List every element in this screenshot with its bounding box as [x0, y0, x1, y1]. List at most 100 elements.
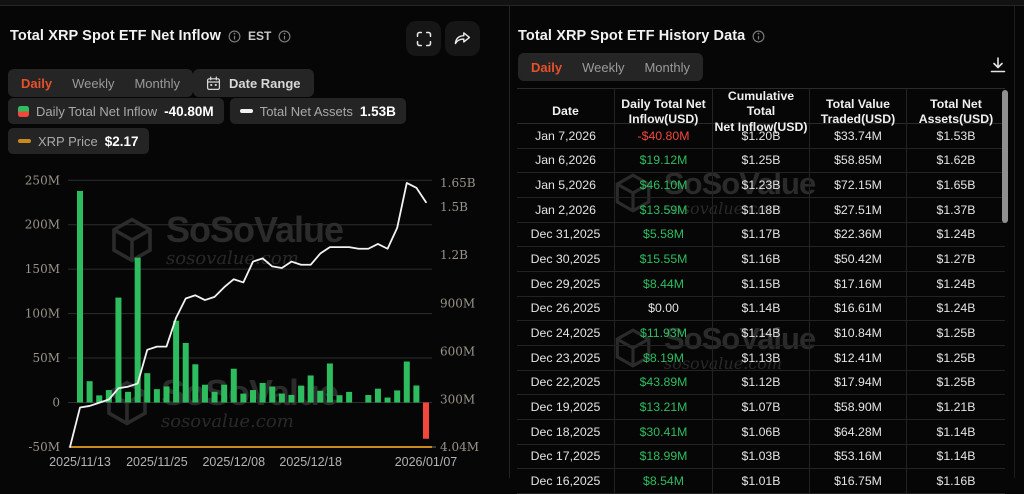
cell-cumulative-inflow: $1.25B — [713, 148, 810, 173]
table-row: Jan 6,2026 $19.12M $1.25B $58.85M $1.62B — [517, 148, 1005, 174]
svg-text:2025/11/25: 2025/11/25 — [126, 455, 188, 469]
cell-date: Dec 24,2025 — [517, 321, 615, 345]
legend-daily-net-inflow[interactable]: Daily Total Net Inflow -40.80M — [8, 98, 224, 124]
tab-daily[interactable]: Daily — [531, 59, 563, 75]
table-row: Dec 23,2025 $8.19M $1.13B $12.41M $1.25B — [517, 345, 1005, 371]
cell-net-assets: $1.37B — [936, 202, 976, 217]
cell-value-traded: $17.16M — [810, 271, 907, 296]
table-row: Dec 17,2025 $18.99M $1.03B $53.16M $1.14B — [517, 444, 1005, 470]
table-row: Dec 19,2025 $13.21M $1.07B $58.90M $1.21B — [517, 395, 1005, 420]
col-header-net-assets: Total Net Assets(USD) — [918, 96, 994, 127]
cell-net-assets: $1.25B — [936, 350, 976, 365]
cell-net-assets: $1.16B — [936, 474, 976, 489]
cell-cumulative-inflow: $1.20B — [713, 124, 810, 148]
cell-daily-inflow: $8.44M — [615, 271, 713, 296]
assets-legend-icon — [239, 109, 253, 113]
cell-net-assets: $1.53B — [936, 128, 976, 143]
calendar-icon — [206, 76, 221, 90]
table-title: Total XRP Spot ETF History Data — [518, 28, 746, 44]
legend-label: Daily Total Net Inflow — [36, 103, 158, 119]
cell-date: Dec 17,2025 — [517, 444, 615, 469]
cell-daily-inflow: $15.55M — [615, 247, 713, 271]
cell-net-assets: $1.25B — [936, 375, 976, 390]
table-title-row: Total XRP Spot ETF History Data — [518, 28, 765, 44]
cell-value-traded: $72.15M — [810, 173, 907, 197]
legend-row-1: Daily Total Net Inflow -40.80M Total Net… — [8, 98, 406, 124]
legend-row-2: XRP Price $2.17 — [8, 128, 149, 154]
inflow-chart[interactable]: 250M 200M 150M 100M 50M 0 -50M 1.65B 1.5B 1.2B 900… — [8, 170, 500, 475]
svg-text:900M: 900M — [440, 296, 475, 310]
cell-daily-inflow: $5.58M — [615, 222, 713, 247]
share-button[interactable] — [445, 21, 480, 56]
cell-value-traded: $27.51M — [810, 197, 907, 222]
tab-weekly[interactable]: Weekly — [72, 75, 115, 91]
svg-text:0: 0 — [52, 396, 60, 410]
info-icon[interactable] — [228, 30, 241, 43]
info-icon[interactable] — [278, 30, 291, 43]
legend-value: $2.17 — [104, 133, 139, 149]
table-header-row: Date Daily Total Net Inflow(USD) Cumulat… — [517, 88, 1005, 136]
cell-net-assets: $1.24B — [936, 276, 976, 291]
cell-cumulative-inflow: $1.14B — [713, 321, 810, 345]
table-row: Dec 16,2025 $8.54M $1.01B $16.75M $1.16B — [517, 469, 1005, 494]
cell-cumulative-inflow: $1.03B — [713, 444, 810, 469]
fullscreen-button[interactable] — [406, 21, 441, 56]
cell-daily-inflow: $8.19M — [615, 345, 713, 370]
cell-net-assets: $1.21B — [936, 400, 976, 415]
cell-daily-inflow: $13.59M — [615, 197, 713, 222]
cell-value-traded: $10.84M — [810, 321, 907, 345]
download-icon — [990, 57, 1006, 73]
cell-date: Dec 23,2025 — [517, 345, 615, 370]
cell-daily-inflow: $43.89M — [615, 370, 713, 395]
cell-cumulative-inflow: $1.07B — [713, 395, 810, 419]
chart-area: SoSoValue sosovalue.com SoSoValue sosova… — [8, 170, 500, 475]
cell-value-traded: $22.36M — [810, 222, 907, 247]
cell-value-traded: $58.85M — [810, 148, 907, 173]
table-row: Dec 18,2025 $30.41M $1.06B $64.28M $1.14B — [517, 419, 1005, 445]
cell-value-traded: $12.41M — [810, 345, 907, 370]
history-table: SoSoValue sosovalue.com SoSoValue sosova… — [517, 88, 1005, 494]
cell-value-traded: $33.74M — [810, 124, 907, 148]
cell-daily-inflow: -$40.80M — [615, 124, 713, 148]
cell-cumulative-inflow: $1.23B — [713, 173, 810, 197]
cell-value-traded: $16.61M — [810, 296, 907, 321]
cell-daily-inflow: $11.93M — [615, 321, 713, 345]
right-edge-line — [1014, 6, 1015, 478]
tab-monthly[interactable]: Monthly — [644, 59, 690, 75]
cell-cumulative-inflow: $1.18B — [713, 197, 810, 222]
cell-date: Jan 7,2026 — [517, 124, 615, 148]
history-data-panel: Total XRP Spot ETF History Data Daily We… — [510, 6, 1014, 494]
chart-title: Total XRP Spot ETF Net Inflow — [10, 28, 221, 44]
tab-weekly[interactable]: Weekly — [582, 59, 625, 75]
cell-value-traded: $58.90M — [810, 395, 907, 419]
svg-text:2025/12/08: 2025/12/08 — [202, 455, 265, 469]
col-header-cumulative-inflow: Cumulative Total Net Inflow(USD) — [713, 89, 810, 136]
legend-xrp-price[interactable]: XRP Price $2.17 — [8, 128, 149, 154]
cell-cumulative-inflow: $1.17B — [713, 222, 810, 247]
tab-monthly[interactable]: Monthly — [134, 75, 180, 91]
cell-date: Dec 30,2025 — [517, 247, 615, 271]
col-header-value-traded: Total Value Traded(USD) — [810, 89, 907, 136]
legend-total-net-assets[interactable]: Total Net Assets 1.53B — [229, 98, 406, 124]
cell-date: Dec 22,2025 — [517, 370, 615, 395]
tab-daily[interactable]: Daily — [21, 75, 53, 91]
legend-value: 1.53B — [359, 103, 396, 119]
svg-text:-50M: -50M — [28, 440, 60, 454]
download-button[interactable] — [986, 53, 1010, 77]
table-row: Dec 29,2025 $8.44M $1.15B $17.16M $1.24B — [517, 271, 1005, 297]
cell-daily-inflow: $13.21M — [615, 395, 713, 419]
svg-text:2026/01/07: 2026/01/07 — [395, 455, 458, 469]
svg-text:250M: 250M — [25, 173, 60, 187]
legend-value: -40.80M — [164, 103, 214, 119]
cell-daily-inflow: $0.00 — [615, 296, 713, 321]
cell-daily-inflow: $18.99M — [615, 444, 713, 469]
date-range-button[interactable]: Date Range — [193, 69, 314, 97]
cell-date: Dec 16,2025 — [517, 469, 615, 493]
cell-net-assets: $1.14B — [936, 424, 976, 439]
cell-cumulative-inflow: $1.13B — [713, 345, 810, 370]
table-scrollbar-thumb[interactable] — [1002, 90, 1008, 223]
cell-net-assets: $1.27B — [936, 252, 976, 267]
info-icon[interactable] — [752, 30, 765, 43]
cell-date: Dec 18,2025 — [517, 419, 615, 444]
cell-cumulative-inflow: $1.01B — [713, 469, 810, 493]
